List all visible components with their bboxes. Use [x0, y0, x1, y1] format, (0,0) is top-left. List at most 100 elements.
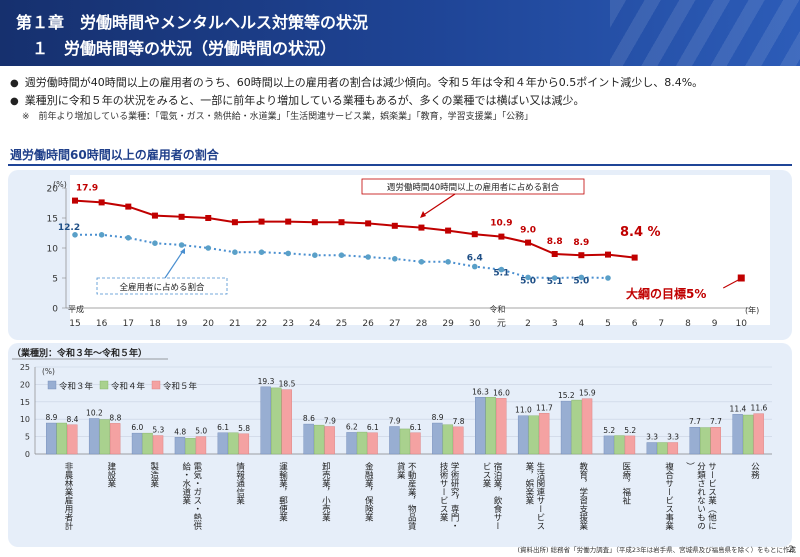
bar-3 — [646, 442, 658, 455]
x-tick-label: 30 — [469, 319, 481, 329]
bar-y-tick-label: 0 — [25, 450, 30, 459]
category-label: 公務 — [749, 462, 759, 480]
bar-5 — [410, 432, 421, 455]
category-label: ） — [685, 461, 695, 470]
bar-5 — [624, 435, 636, 455]
target-label: 大綱の目標5% — [626, 286, 706, 301]
data-label-40h: 9.0 — [520, 226, 536, 236]
x-tick-label: 18 — [149, 319, 161, 329]
marker-40h — [72, 197, 78, 204]
x-tick-label: 29 — [442, 319, 454, 329]
line-plot-area — [70, 175, 770, 325]
bar-4 — [142, 432, 153, 455]
x-tick-label: 3 — [552, 319, 558, 329]
x-tick-label: 26 — [362, 319, 374, 329]
marker-all — [445, 259, 451, 265]
marker-40h — [578, 252, 585, 259]
marker-all — [578, 274, 585, 281]
bar-value-label: 8.6 — [303, 414, 315, 423]
marker-40h — [471, 231, 478, 238]
bar-4 — [657, 442, 668, 455]
marker-40h — [551, 251, 558, 257]
target-marker — [737, 274, 745, 282]
bar-value-label: 16.0 — [493, 388, 510, 397]
page-number: 2 — [788, 545, 794, 555]
category-label: 教育，学習支援業 — [578, 461, 588, 531]
x-tick-label: 元 — [497, 319, 506, 329]
category-label: 金融業，保険業 — [363, 461, 373, 522]
marker-40h — [151, 212, 158, 219]
highlight-label-8-4: 8.4 % — [620, 225, 661, 240]
bar-value-label: 8.9 — [46, 413, 58, 422]
marker-all — [312, 252, 318, 258]
bar-5 — [581, 398, 593, 455]
bar-value-label: 6.1 — [410, 423, 422, 432]
marker-all — [365, 254, 371, 260]
bullet-1: 週労働時間が40時間以上の雇用者のうち、60時間以上の雇用者の割合は減少傾向。令… — [10, 74, 795, 92]
summary-bullets: 週労働時間が40時間以上の雇用者のうち、60時間以上の雇用者の割合は減少傾向。令… — [10, 74, 795, 124]
target-leader — [723, 279, 739, 289]
x-tick-label: 9 — [712, 319, 718, 329]
legend-label-40h: 週労働時間40時間以上の雇用者に占める割合 — [387, 182, 560, 193]
bar-5 — [238, 433, 250, 455]
bar-5 — [367, 432, 378, 455]
data-label-40h: 8.9 — [573, 238, 589, 248]
bar-4 — [742, 414, 754, 455]
bar-3 — [517, 415, 529, 455]
chapter-title: 第１章 労働時間やメンタルヘルス対策等の状況 — [16, 13, 369, 32]
category-label: 医療，福祉 — [621, 462, 631, 505]
category-label: 運輸業，郵便業 — [278, 462, 288, 522]
era-label-heisei: 平成 — [68, 304, 84, 314]
category-label: 分類されないもの — [696, 462, 706, 530]
bar-3 — [303, 423, 314, 455]
legend-arrow-40h — [421, 193, 456, 217]
bar-value-label: 3.3 — [646, 433, 658, 442]
category-label: 製造業 — [149, 461, 159, 488]
bar-4 — [356, 431, 368, 455]
bar-value-label: 11.4 — [730, 404, 747, 413]
bar-3 — [732, 414, 743, 455]
bar-value-label: 6.1 — [367, 423, 379, 432]
bar-y-tick-label: 15 — [20, 398, 30, 407]
category-label: 宿泊業，飲食サー — [492, 461, 502, 530]
category-label: 建設業 — [106, 461, 116, 488]
bar-value-label: 11.6 — [751, 404, 768, 413]
bar-5 — [152, 435, 164, 455]
bar-5 — [324, 426, 335, 455]
bar-value-label: 3.3 — [667, 433, 679, 442]
marker-40h — [98, 199, 105, 206]
bar-4 — [56, 422, 67, 455]
legend-label-year: 令和３年 — [59, 381, 94, 392]
marker-all — [125, 235, 132, 241]
y-tick-label: 0 — [52, 305, 58, 315]
bar-y-tick-label: 20 — [20, 380, 30, 389]
y-tick-label: 5 — [52, 275, 58, 285]
bar-5 — [496, 398, 507, 455]
category-label: 給・水道業 — [181, 461, 191, 505]
marker-40h — [311, 219, 318, 226]
x-tick-label: 20 — [203, 319, 215, 329]
x-tick-label: 28 — [416, 319, 428, 329]
marker-40h — [338, 219, 345, 226]
bar-5 — [453, 426, 464, 455]
marker-40h — [125, 203, 132, 210]
bar-value-label: 6.0 — [131, 423, 143, 432]
bar-value-label: 19.3 — [258, 377, 275, 386]
bar-value-label: 8.9 — [432, 413, 444, 422]
data-label-40h: 17.9 — [76, 184, 98, 194]
marker-all — [605, 275, 611, 281]
x-tick-label: 19 — [176, 319, 188, 329]
marker-all — [178, 242, 185, 248]
x-tick-label: 23 — [282, 319, 293, 329]
series-line-40h — [74, 199, 635, 259]
bar-3 — [174, 437, 186, 455]
x-tick-label: 4 — [578, 319, 584, 329]
marker-all — [98, 232, 105, 238]
bar-5 — [109, 423, 121, 455]
bar-value-label: 5.2 — [624, 426, 636, 435]
bar-y-tick-label: 5 — [25, 433, 30, 442]
marker-all — [205, 245, 212, 251]
marker-40h — [445, 227, 452, 234]
x-tick-label: 21 — [229, 319, 240, 329]
bar-4 — [485, 397, 496, 455]
